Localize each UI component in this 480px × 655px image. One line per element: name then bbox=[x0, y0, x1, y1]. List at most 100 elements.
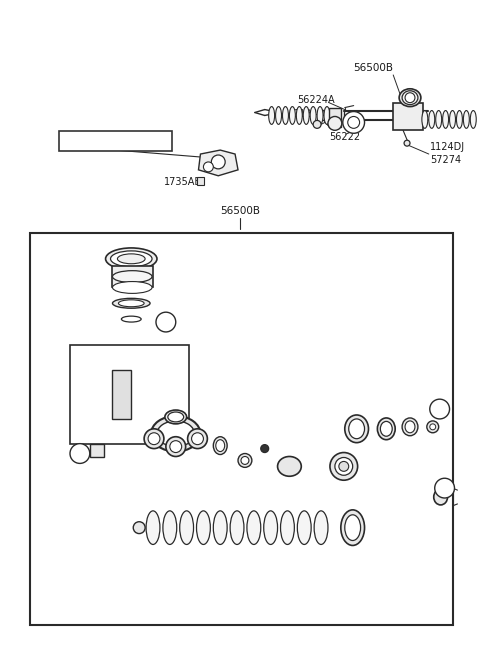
Ellipse shape bbox=[241, 457, 249, 464]
Ellipse shape bbox=[280, 511, 294, 544]
Ellipse shape bbox=[377, 418, 395, 440]
Ellipse shape bbox=[341, 510, 364, 546]
Ellipse shape bbox=[157, 421, 194, 447]
Text: 1124DJ: 1124DJ bbox=[430, 142, 465, 152]
Circle shape bbox=[70, 443, 90, 463]
Ellipse shape bbox=[269, 107, 275, 124]
Text: 56531B: 56531B bbox=[354, 290, 391, 301]
Text: 56500B: 56500B bbox=[353, 63, 394, 73]
Ellipse shape bbox=[230, 511, 244, 544]
Ellipse shape bbox=[106, 248, 157, 270]
Text: 56510B: 56510B bbox=[197, 367, 235, 377]
Text: 1735AB: 1735AB bbox=[164, 177, 202, 187]
Bar bbox=[111, 369, 131, 419]
Circle shape bbox=[156, 312, 176, 332]
Text: 57737: 57737 bbox=[279, 488, 311, 498]
Ellipse shape bbox=[151, 416, 201, 451]
Ellipse shape bbox=[119, 300, 144, 307]
Ellipse shape bbox=[402, 91, 418, 105]
Text: 56531B: 56531B bbox=[356, 288, 393, 299]
Text: 56525B: 56525B bbox=[159, 300, 197, 310]
Ellipse shape bbox=[213, 437, 227, 455]
Ellipse shape bbox=[196, 511, 210, 544]
Ellipse shape bbox=[402, 418, 418, 436]
Text: 56222: 56222 bbox=[329, 132, 360, 142]
Circle shape bbox=[313, 121, 321, 128]
Ellipse shape bbox=[163, 511, 177, 544]
Circle shape bbox=[435, 478, 455, 498]
Circle shape bbox=[427, 421, 439, 433]
Ellipse shape bbox=[276, 107, 281, 124]
FancyBboxPatch shape bbox=[59, 131, 172, 151]
Ellipse shape bbox=[277, 457, 301, 476]
Circle shape bbox=[166, 437, 186, 457]
Text: 56521B: 56521B bbox=[334, 449, 372, 458]
Text: 56551C: 56551C bbox=[136, 384, 174, 394]
Ellipse shape bbox=[456, 111, 462, 128]
Ellipse shape bbox=[405, 93, 415, 103]
Text: 57738B: 57738B bbox=[391, 449, 429, 458]
Text: 56510B: 56510B bbox=[195, 369, 233, 379]
Circle shape bbox=[430, 424, 436, 430]
Ellipse shape bbox=[470, 111, 476, 128]
Circle shape bbox=[188, 429, 207, 449]
Polygon shape bbox=[199, 150, 238, 176]
Ellipse shape bbox=[213, 511, 227, 544]
Ellipse shape bbox=[303, 107, 309, 124]
Ellipse shape bbox=[422, 111, 428, 128]
Text: 1472AK: 1472AK bbox=[57, 503, 99, 513]
Text: A: A bbox=[162, 317, 169, 327]
Bar bbox=[393, 103, 423, 130]
Ellipse shape bbox=[343, 111, 364, 133]
Ellipse shape bbox=[330, 453, 358, 480]
Text: 56525B: 56525B bbox=[156, 300, 194, 310]
Ellipse shape bbox=[317, 107, 323, 124]
Ellipse shape bbox=[146, 511, 160, 544]
Ellipse shape bbox=[289, 107, 295, 124]
Text: 56522: 56522 bbox=[378, 365, 411, 375]
Text: 1124DG: 1124DG bbox=[294, 109, 334, 119]
Bar bbox=[30, 233, 453, 624]
Ellipse shape bbox=[165, 410, 187, 424]
Ellipse shape bbox=[112, 271, 152, 282]
Ellipse shape bbox=[345, 415, 369, 443]
Text: 56224A: 56224A bbox=[297, 95, 335, 105]
Bar bbox=[90, 443, 104, 457]
Text: A: A bbox=[436, 404, 444, 414]
Ellipse shape bbox=[324, 107, 330, 124]
Text: 56523: 56523 bbox=[240, 479, 271, 489]
Circle shape bbox=[192, 433, 204, 445]
Circle shape bbox=[404, 140, 410, 146]
Ellipse shape bbox=[121, 316, 141, 322]
Bar bbox=[70, 345, 189, 443]
Circle shape bbox=[148, 433, 160, 445]
Ellipse shape bbox=[168, 412, 184, 422]
Ellipse shape bbox=[296, 107, 302, 124]
Ellipse shape bbox=[345, 515, 360, 540]
Ellipse shape bbox=[297, 511, 311, 544]
Ellipse shape bbox=[450, 111, 456, 128]
Ellipse shape bbox=[348, 117, 360, 128]
Circle shape bbox=[204, 162, 213, 172]
Circle shape bbox=[144, 429, 164, 449]
Ellipse shape bbox=[118, 254, 145, 264]
Text: 57274: 57274 bbox=[430, 155, 461, 165]
Ellipse shape bbox=[434, 489, 447, 505]
Ellipse shape bbox=[264, 511, 277, 544]
Ellipse shape bbox=[110, 251, 152, 267]
Text: REF. 56-575: REF. 56-575 bbox=[79, 136, 152, 146]
Bar bbox=[196, 177, 204, 185]
Ellipse shape bbox=[429, 111, 435, 128]
Circle shape bbox=[211, 155, 225, 169]
Circle shape bbox=[170, 441, 182, 453]
Text: 56856: 56856 bbox=[156, 274, 187, 284]
Ellipse shape bbox=[436, 111, 442, 128]
Bar bbox=[329, 107, 341, 127]
Text: 56500B: 56500B bbox=[220, 206, 260, 216]
Ellipse shape bbox=[463, 111, 469, 128]
Circle shape bbox=[261, 445, 269, 453]
Ellipse shape bbox=[443, 111, 448, 128]
Text: B: B bbox=[76, 449, 84, 458]
Bar bbox=[111, 266, 153, 288]
Ellipse shape bbox=[380, 421, 392, 436]
